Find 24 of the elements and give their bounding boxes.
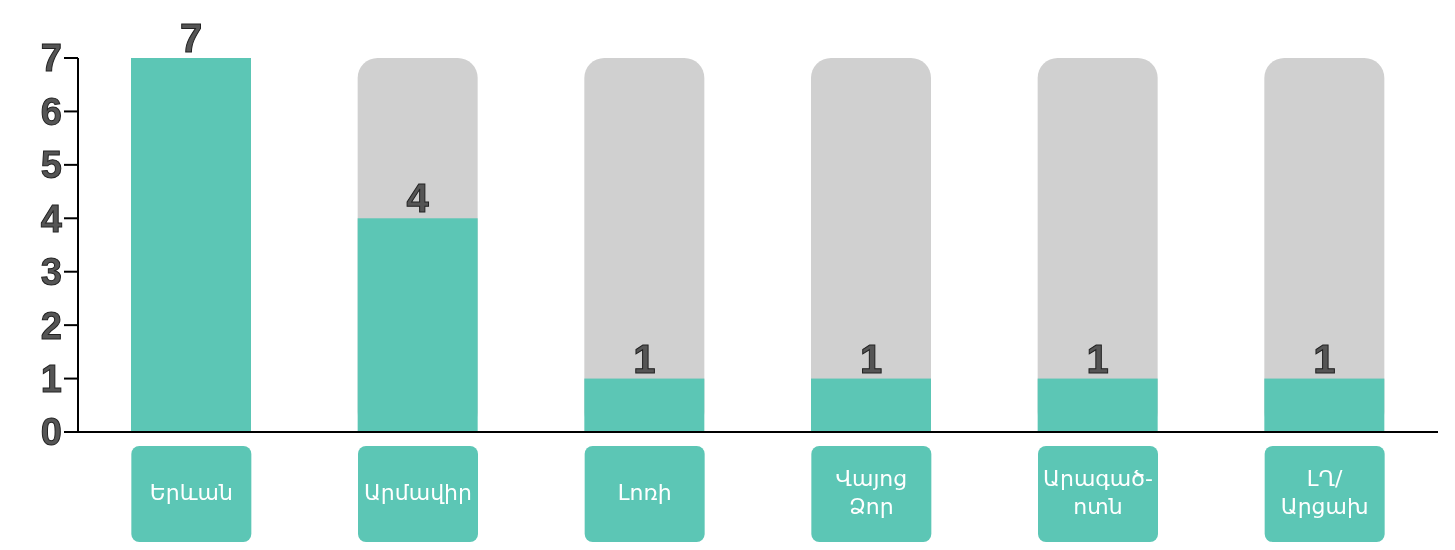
x-tick-label: Երևան [149, 480, 233, 505]
bar [584, 378, 705, 432]
y-tick-label: 2 [40, 304, 62, 347]
y-tick-label: 1 [40, 358, 62, 401]
y-tick-label: 5 [40, 144, 62, 187]
data-label: 1 [633, 336, 656, 381]
data-label: 4 [406, 176, 430, 221]
y-tick-label: 4 [40, 197, 62, 240]
x-tick-label: ԼՂ/ Արցախ [1280, 466, 1369, 519]
bar [811, 378, 931, 432]
x-tick-label: Արմավիր [363, 480, 473, 505]
data-label: 7 [179, 16, 203, 60]
data-label: 1 [1313, 336, 1336, 381]
y-tick-label: 3 [40, 251, 62, 294]
y-tick-label: 0 [40, 411, 62, 454]
x-tick-label: Լոռի [617, 480, 672, 505]
x-tick-label: Արագած- ոտն [1043, 466, 1153, 519]
y-tick-label: 6 [40, 90, 62, 133]
y-tick-label: 7 [40, 37, 62, 80]
bar [1037, 378, 1158, 432]
data-label: 1 [859, 336, 883, 381]
x-tick-label: Վայոց Ձոր [835, 466, 908, 519]
data-label: 1 [1086, 336, 1109, 381]
bar [1264, 378, 1385, 432]
